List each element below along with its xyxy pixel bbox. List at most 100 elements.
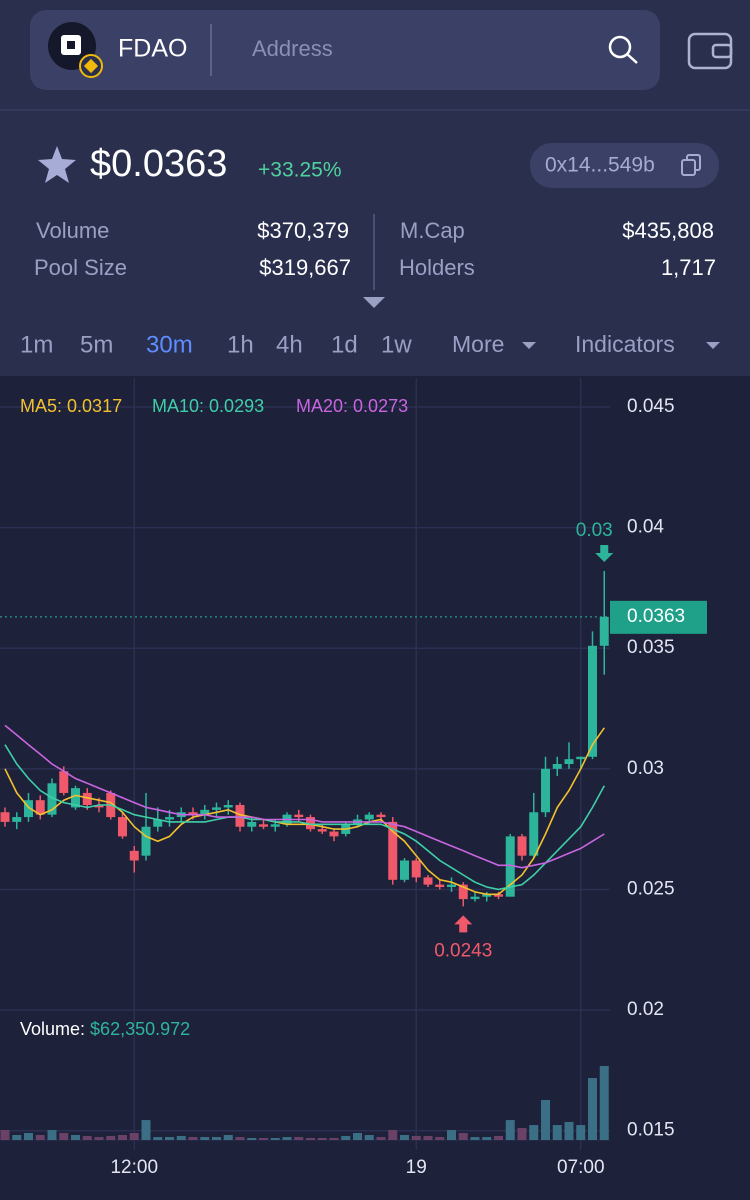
- timeframe-tab[interactable]: 5m: [80, 331, 113, 358]
- legend-name: MA10: [152, 396, 204, 416]
- volume-bar: [141, 1120, 151, 1140]
- candle-body: [247, 821, 257, 827]
- volume-bar: [82, 1135, 92, 1140]
- candle-body: [141, 826, 151, 856]
- volume-bar: [458, 1132, 468, 1140]
- y-tick-label: 0.035: [627, 637, 675, 658]
- candle-body: [59, 771, 69, 793]
- volume-bar: [235, 1137, 245, 1140]
- y-tick-label: 0.045: [627, 396, 675, 417]
- candle-body: [541, 768, 550, 813]
- candle-body: [317, 829, 327, 832]
- stat-label: M.Cap: [400, 218, 465, 243]
- stat-label: Volume: [36, 218, 109, 243]
- volume-bar: [12, 1135, 22, 1140]
- search-input[interactable]: Address: [252, 36, 333, 61]
- volume-bar: [376, 1137, 386, 1140]
- volume-bar: [176, 1135, 186, 1140]
- volume-bar: [129, 1132, 139, 1140]
- candle-body: [47, 783, 57, 815]
- volume-bar: [165, 1137, 174, 1140]
- stat-label: Pool Size: [34, 255, 127, 280]
- volume-bar: [329, 1137, 339, 1140]
- stat-label: Holders: [399, 255, 475, 280]
- contract-address: 0x14...549b: [545, 154, 655, 177]
- candle-body: [306, 817, 315, 830]
- timeframe-tab[interactable]: 4h: [276, 331, 303, 358]
- price: $0.0363: [90, 143, 227, 185]
- candle-body: [447, 884, 456, 888]
- volume-label: Volume: $62,350.972: [20, 1019, 190, 1039]
- search-bar[interactable]: [30, 10, 660, 90]
- candle-body: [82, 792, 92, 806]
- timeframe-tab[interactable]: 1d: [331, 331, 358, 358]
- candle-body: [0, 812, 10, 822]
- candle-body: [71, 788, 80, 808]
- candle-body: [259, 824, 268, 827]
- candle-body: [188, 812, 198, 815]
- candle-body: [212, 807, 221, 810]
- volume-title: Volume:: [20, 1019, 85, 1039]
- candle-body: [24, 800, 33, 818]
- legend-name: MA20: [296, 396, 348, 416]
- candle-body: [329, 831, 339, 837]
- volume-bar: [599, 1066, 609, 1140]
- candle-body: [153, 819, 163, 827]
- legend-item: MA50.0317: [20, 396, 122, 417]
- price-change: +33.25%: [258, 159, 342, 182]
- token-name: FDAO: [118, 35, 187, 63]
- ma-line: [4, 744, 606, 891]
- expand-toggle[interactable]: [363, 297, 385, 308]
- candle-body: [599, 616, 609, 646]
- y-tick-label: 0.015: [627, 1120, 675, 1141]
- logo-hole: [67, 41, 75, 49]
- indicators-button[interactable]: Indicators: [575, 331, 675, 357]
- more-button[interactable]: More: [452, 331, 504, 357]
- volume-bar: [223, 1135, 233, 1140]
- legend-value: 0.0317: [67, 396, 123, 416]
- volume-bar: [400, 1135, 409, 1140]
- address-pill[interactable]: [530, 143, 719, 188]
- high-marker: 0.03: [576, 520, 613, 541]
- volume-bar: [35, 1135, 45, 1140]
- volume-bar: [188, 1137, 198, 1140]
- x-tick-label: 07:00: [557, 1157, 605, 1178]
- ma-line: [4, 724, 605, 869]
- candle-body: [494, 894, 503, 897]
- volume-bar: [59, 1132, 69, 1140]
- candle-body: [94, 805, 104, 808]
- timeframe-tab[interactable]: 30m: [146, 331, 193, 358]
- candle-body: [552, 764, 562, 769]
- volume-bar: [118, 1135, 127, 1140]
- volume-bar: [212, 1137, 221, 1140]
- x-tick-label: 19: [406, 1157, 427, 1178]
- volume-value: $62,350.972: [90, 1019, 190, 1039]
- chart-panel: [0, 376, 750, 1200]
- volume-bar: [470, 1137, 480, 1140]
- timeframe-tab[interactable]: 1w: [381, 331, 412, 358]
- volume-bar: [24, 1132, 33, 1140]
- volume-bar: [517, 1128, 527, 1140]
- volume-bar: [411, 1135, 421, 1140]
- indicators-caret: [706, 342, 720, 349]
- stat-value: $319,667: [259, 255, 351, 280]
- volume-bar: [353, 1132, 362, 1140]
- search-icon[interactable]: [608, 35, 632, 59]
- volume-bar: [259, 1137, 268, 1140]
- volume-bar: [306, 1137, 315, 1140]
- candle-body: [529, 812, 539, 856]
- stat-value: $370,379: [257, 218, 349, 243]
- timeframe-tab[interactable]: 1h: [227, 331, 254, 358]
- candle-body: [270, 824, 280, 827]
- timeframe-tab[interactable]: 1m: [20, 331, 53, 358]
- favorite-star[interactable]: [38, 146, 76, 183]
- candle-body: [411, 860, 421, 878]
- legend-name: MA5: [20, 396, 62, 416]
- low-marker: 0.0243: [434, 940, 492, 961]
- candle-body: [118, 817, 127, 837]
- candle-body: [294, 814, 304, 818]
- legend-item: MA100.0293: [152, 396, 264, 417]
- candle-body: [564, 759, 574, 764]
- copy-icon-back: [681, 159, 696, 176]
